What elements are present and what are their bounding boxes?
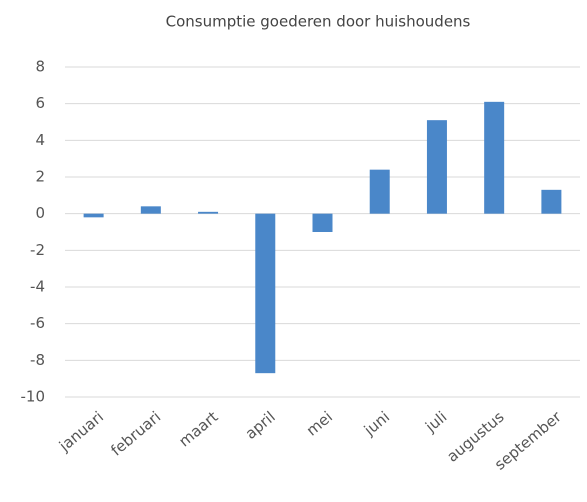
bar bbox=[140, 206, 161, 214]
y-tick-label: -10 bbox=[21, 388, 46, 406]
y-tick-label: 6 bbox=[35, 94, 45, 112]
y-tick-label: -2 bbox=[30, 241, 45, 259]
chart-title: Consumptie goederen door huishoudens bbox=[166, 13, 471, 31]
y-tick-label: -4 bbox=[30, 278, 45, 296]
y-tick-label: 2 bbox=[35, 168, 45, 186]
x-tick-label: februari bbox=[107, 408, 164, 460]
bar bbox=[369, 169, 390, 214]
bar bbox=[255, 213, 276, 374]
y-tick-label: 8 bbox=[35, 58, 45, 76]
y-tick-label: 0 bbox=[35, 204, 45, 222]
x-tick-label: mei bbox=[303, 408, 336, 440]
x-tick-label: januari bbox=[55, 408, 107, 456]
y-tick-label: -6 bbox=[30, 314, 45, 332]
bar bbox=[198, 211, 219, 214]
bar bbox=[484, 101, 505, 214]
x-tick-label: juli bbox=[421, 408, 450, 437]
x-tick-label: april bbox=[242, 408, 279, 443]
x-tick-label: juni bbox=[360, 408, 393, 440]
bar bbox=[312, 213, 333, 232]
bar bbox=[83, 213, 104, 218]
bar bbox=[541, 189, 562, 214]
x-tick-label: maart bbox=[175, 408, 221, 451]
y-tick-label: -8 bbox=[30, 351, 45, 369]
bar bbox=[426, 120, 447, 214]
y-tick-label: 4 bbox=[35, 131, 45, 149]
